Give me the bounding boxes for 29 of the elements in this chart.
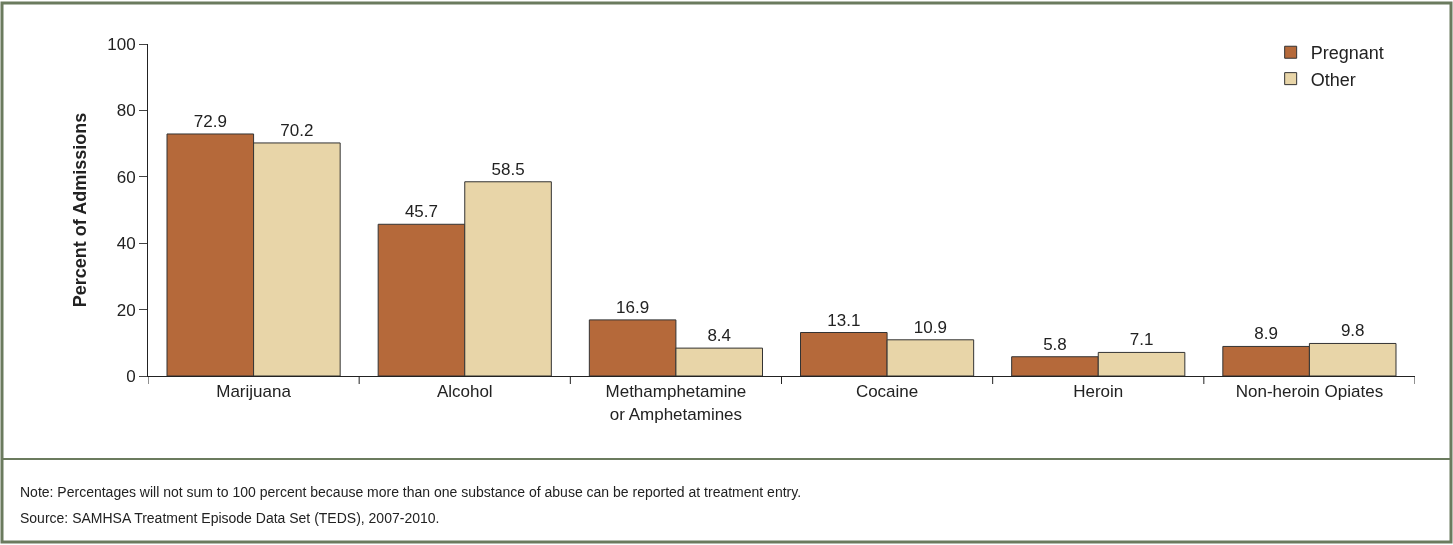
x-tick-label: Non-heroin Opiates	[1235, 382, 1384, 402]
x-tick-label: Alcohol	[436, 382, 493, 402]
legend-label: Pregnant	[1310, 43, 1384, 64]
x-tick-label: Heroin	[1073, 382, 1124, 402]
legend-label: Other	[1310, 69, 1356, 90]
data-label: 16.9	[616, 297, 650, 317]
data-label: 9.8	[1340, 321, 1365, 341]
x-tick-label: Marijuana	[216, 382, 292, 402]
y-axis-title: Percent of Admissions	[70, 112, 91, 308]
data-label: 7.1	[1129, 330, 1154, 350]
data-label: 8.4	[707, 326, 732, 346]
y-tick-label: 0	[126, 366, 136, 386]
data-label: 58.5	[491, 159, 525, 179]
data-label: 45.7	[404, 202, 439, 222]
data-label: 10.9	[913, 317, 947, 337]
y-tick-label: 100	[107, 34, 136, 54]
y-tick-label: 20	[116, 300, 136, 320]
data-label: 72.9	[193, 111, 227, 131]
source-note: Source: SAMHSA Treatment Episode Data Set (TEDS), 2007-2010.	[20, 510, 440, 526]
y-tick-label: 40	[116, 234, 136, 254]
y-tick-label: 60	[116, 167, 136, 187]
text: Note: Percentages will not sum to 100 percent because more than one substance of abuse can be reported at treatment entry.	[20, 484, 802, 500]
y-tick-label: 80	[116, 101, 136, 121]
data-label: 5.8	[1043, 334, 1067, 354]
x-tick-label: Cocaine	[855, 382, 919, 402]
data-label: 13.1	[827, 310, 861, 330]
data-label: 8.9	[1254, 324, 1278, 344]
data-label: 70.2	[280, 120, 314, 140]
x-tick-label: Methamphetamine or Amphetamines	[605, 382, 747, 424]
